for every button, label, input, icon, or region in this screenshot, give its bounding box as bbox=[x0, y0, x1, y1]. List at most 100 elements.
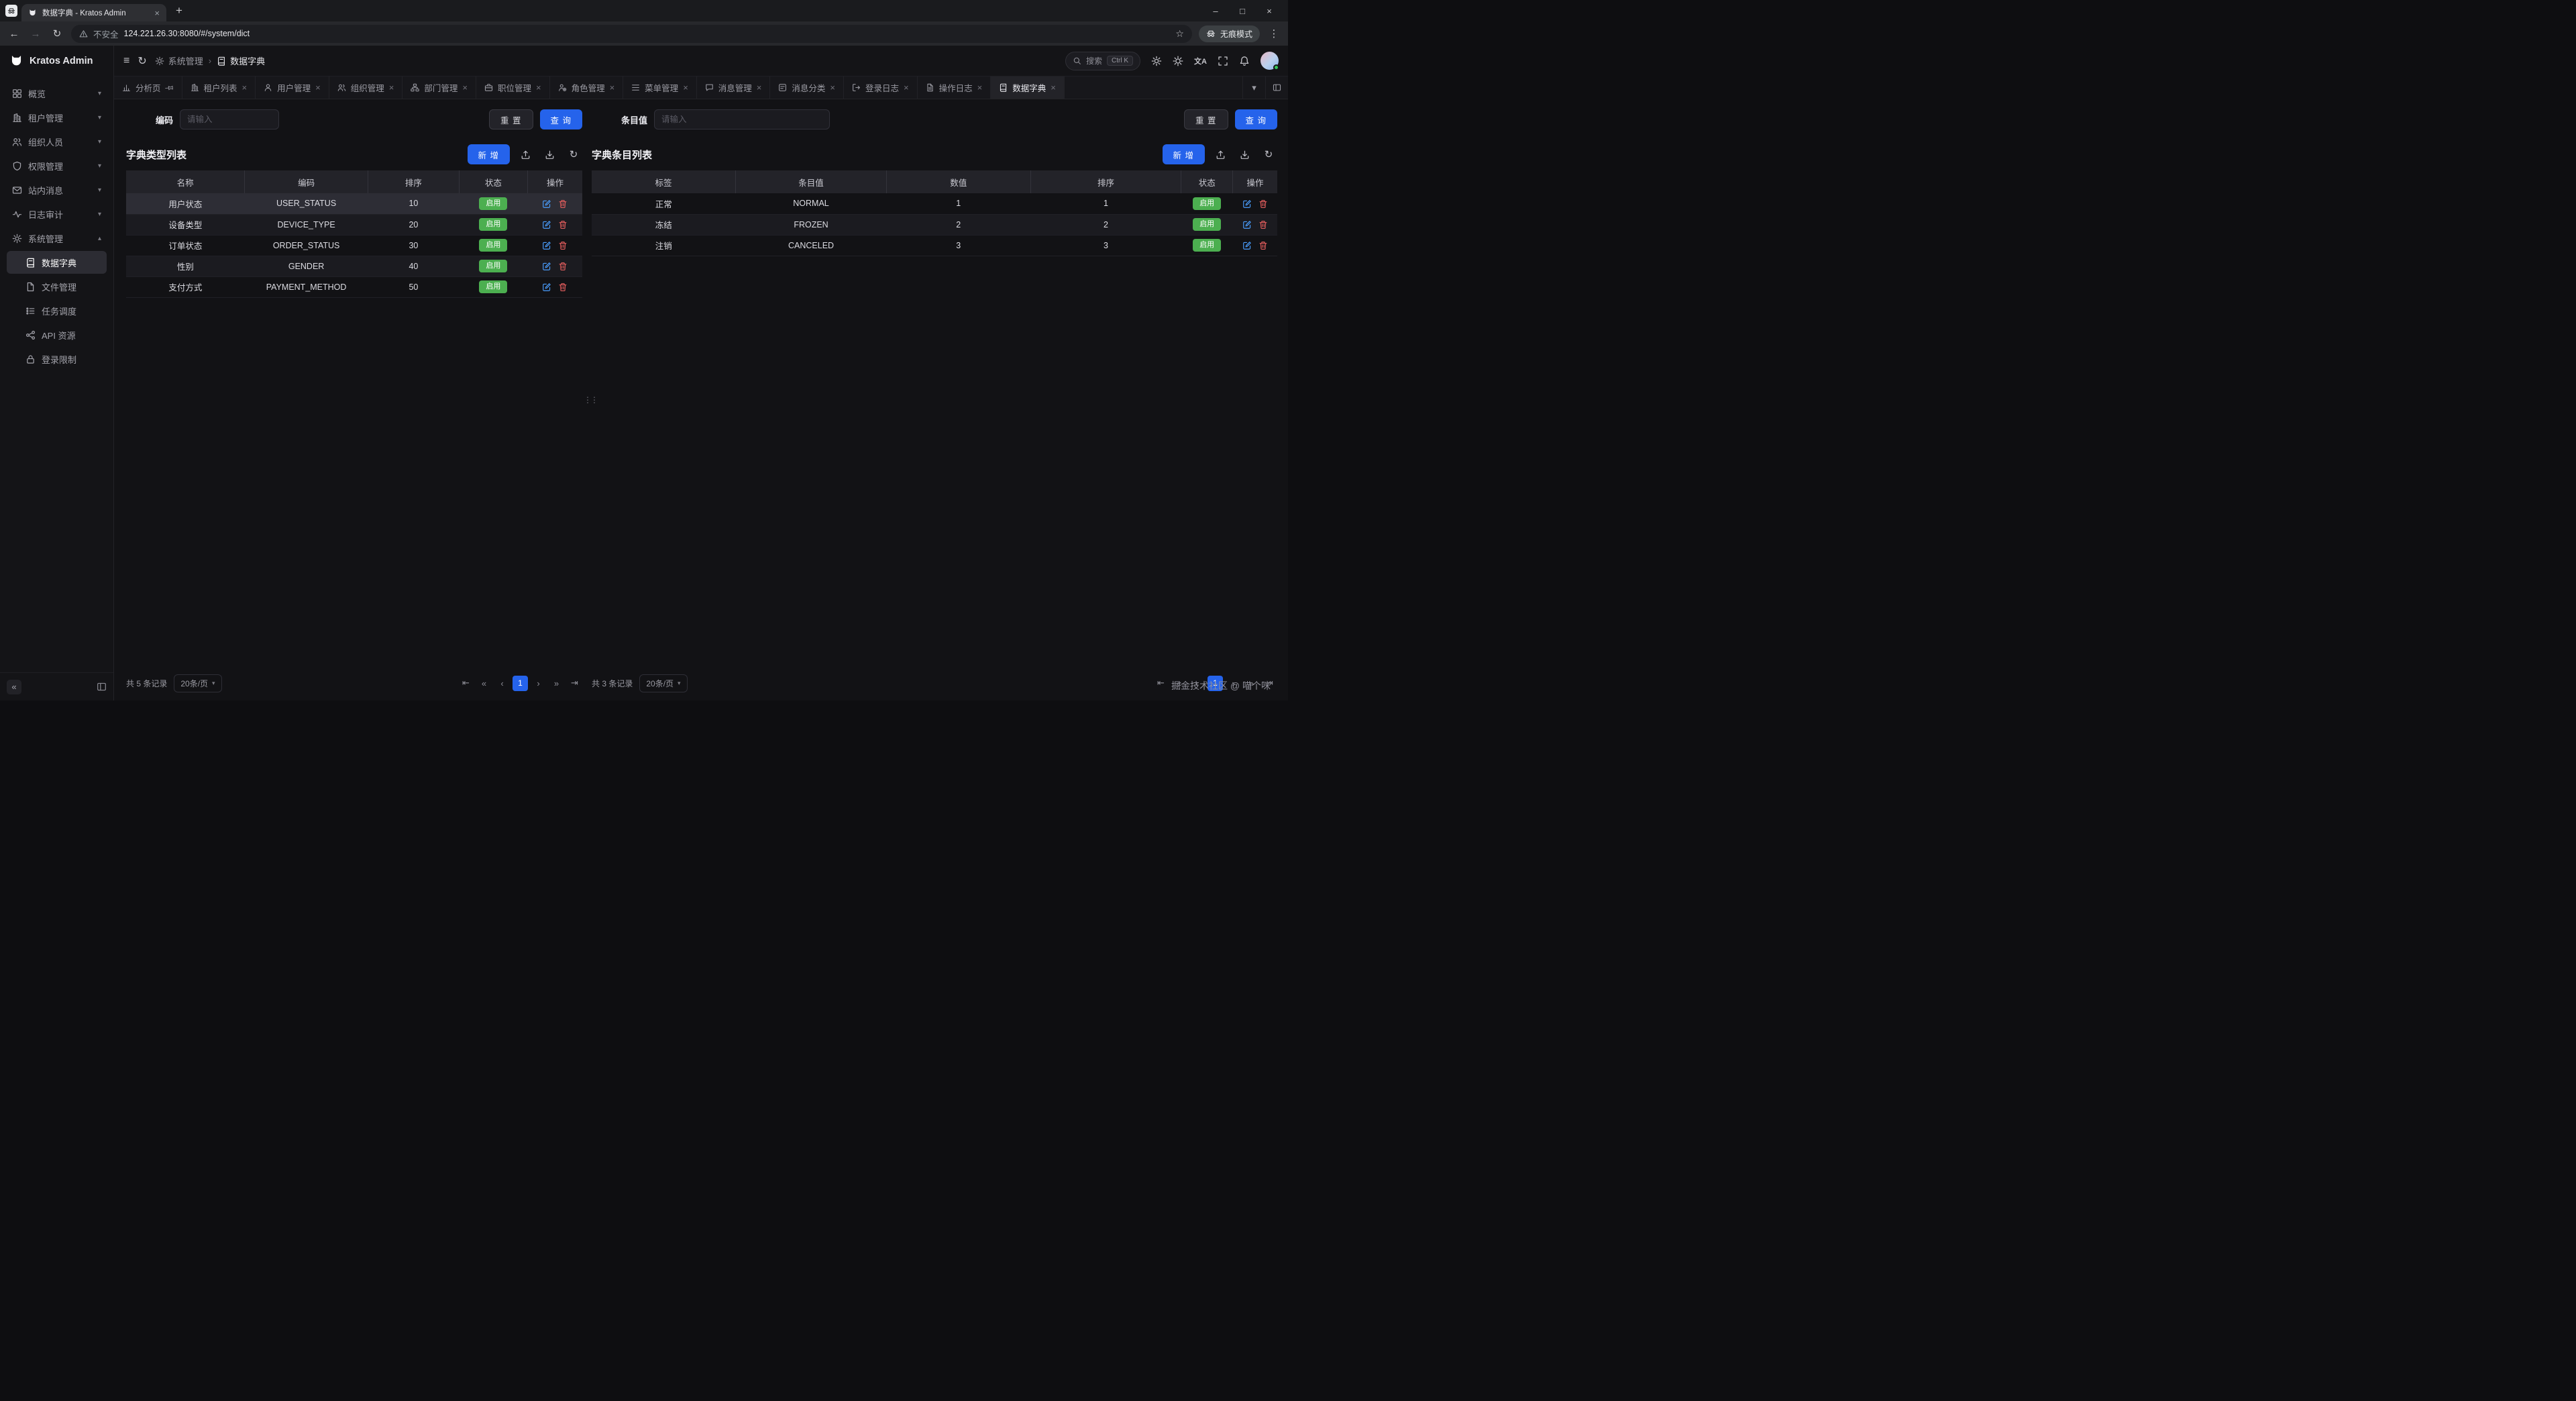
add-button[interactable]: 新 增 bbox=[1162, 144, 1205, 164]
edit-icon[interactable] bbox=[542, 262, 551, 271]
browser-tab[interactable]: 数据字典 - Kratos Admin × bbox=[21, 4, 166, 21]
tab-close-icon[interactable]: × bbox=[1051, 83, 1056, 93]
last-page-button[interactable]: ⇥ bbox=[1266, 678, 1273, 688]
next-5-pages-button[interactable]: » bbox=[1248, 678, 1254, 688]
page-tab[interactable]: 部门管理 × bbox=[402, 76, 476, 99]
prev-page-button[interactable]: ‹ bbox=[1195, 678, 1199, 688]
edit-icon[interactable] bbox=[1242, 220, 1252, 229]
delete-icon[interactable] bbox=[558, 199, 568, 209]
settings-icon[interactable] bbox=[1151, 56, 1162, 66]
edit-icon[interactable] bbox=[1242, 241, 1252, 250]
sidebar-item[interactable]: 站内消息 ▾ bbox=[7, 178, 107, 201]
delete-icon[interactable] bbox=[558, 241, 568, 250]
import-icon[interactable] bbox=[1212, 146, 1229, 163]
delete-icon[interactable] bbox=[558, 262, 568, 271]
page-tab[interactable]: 职位管理 × bbox=[476, 76, 550, 99]
sidebar-item[interactable]: 概览 ▾ bbox=[7, 82, 107, 105]
export-icon[interactable] bbox=[541, 146, 558, 163]
url-text[interactable]: 124.221.26.30:8080/#/system/dict bbox=[123, 29, 250, 38]
menu-toggle-icon[interactable]: ≡ bbox=[123, 54, 130, 66]
tab-close-icon[interactable]: × bbox=[462, 83, 468, 93]
new-tab-button[interactable]: + bbox=[176, 4, 182, 17]
reset-button[interactable]: 重 置 bbox=[489, 109, 533, 129]
sidebar-subitem[interactable]: 数据字典 bbox=[7, 251, 107, 274]
prev-5-pages-button[interactable]: « bbox=[1176, 678, 1182, 688]
next-page-button[interactable]: › bbox=[537, 678, 540, 688]
address-bar[interactable]: 不安全 124.221.26.30:8080/#/system/dict ☆ bbox=[71, 24, 1192, 43]
page-tab[interactable]: 数据字典 × bbox=[991, 76, 1065, 99]
current-page-button[interactable]: 1 bbox=[1208, 675, 1223, 691]
breadcrumb-item[interactable]: 数据字典 bbox=[217, 54, 265, 67]
tab-close-icon[interactable]: × bbox=[535, 83, 541, 93]
back-button[interactable]: ← bbox=[9, 28, 19, 40]
page-tab[interactable]: 消息分类 × bbox=[770, 76, 844, 99]
sidebar-item[interactable]: 系统管理 ▴ bbox=[7, 227, 107, 250]
tab-close-icon[interactable]: × bbox=[977, 83, 983, 93]
delete-icon[interactable] bbox=[558, 220, 568, 229]
next-5-pages-button[interactable]: » bbox=[553, 678, 559, 688]
tab-close-icon[interactable]: × bbox=[904, 83, 909, 93]
edit-icon[interactable] bbox=[542, 199, 551, 209]
table-row[interactable]: 订单状态 ORDER_STATUS 30 启用 bbox=[126, 235, 582, 256]
last-page-button[interactable]: ⇥ bbox=[571, 678, 578, 688]
code-filter-input[interactable] bbox=[180, 109, 280, 129]
prev-5-pages-button[interactable]: « bbox=[481, 678, 487, 688]
tab-close-icon[interactable]: × bbox=[609, 83, 615, 93]
table-row[interactable]: 正常 NORMAL 1 1 启用 bbox=[592, 193, 1277, 215]
refresh-page-icon[interactable]: ↻ bbox=[138, 55, 147, 67]
page-tab[interactable]: 操作日志 × bbox=[918, 76, 991, 99]
tab-close-icon[interactable]: × bbox=[683, 83, 688, 93]
prev-page-button[interactable]: ‹ bbox=[500, 678, 504, 688]
tabs-panel-icon[interactable] bbox=[1265, 76, 1288, 99]
table-row[interactable]: 设备类型 DEVICE_TYPE 20 启用 bbox=[126, 214, 582, 236]
reload-button[interactable]: ↻ bbox=[52, 28, 62, 40]
maximize-button[interactable]: □ bbox=[1240, 5, 1245, 16]
tab-close-icon[interactable]: × bbox=[388, 83, 394, 93]
page-tab[interactable]: 租户列表 × bbox=[182, 76, 256, 99]
edit-icon[interactable] bbox=[542, 241, 551, 250]
table-row[interactable]: 性别 GENDER 40 启用 bbox=[126, 256, 582, 277]
page-size-select[interactable]: 20条/页 ▾ bbox=[639, 674, 688, 692]
sidebar-item[interactable]: 租户管理 ▾ bbox=[7, 106, 107, 129]
notifications-bell-icon[interactable] bbox=[1239, 56, 1250, 66]
panel-resize-handle[interactable]: ⋮⋮ bbox=[584, 395, 598, 405]
page-size-select[interactable]: 20条/页 ▾ bbox=[174, 674, 222, 692]
table-row[interactable]: 冻结 FROZEN 2 2 启用 bbox=[592, 214, 1277, 236]
query-button[interactable]: 查 询 bbox=[539, 109, 582, 129]
table-refresh-icon[interactable]: ↻ bbox=[569, 149, 578, 160]
sidebar-item[interactable]: 组织人员 ▾ bbox=[7, 130, 107, 153]
edit-icon[interactable] bbox=[542, 282, 551, 292]
fullscreen-icon[interactable] bbox=[1218, 56, 1228, 66]
delete-icon[interactable] bbox=[558, 282, 568, 292]
close-button[interactable]: × bbox=[1267, 5, 1272, 16]
user-avatar[interactable] bbox=[1260, 52, 1279, 70]
current-page-button[interactable]: 1 bbox=[513, 675, 528, 691]
sidebar-collapse-button[interactable]: « bbox=[7, 679, 21, 694]
page-tab[interactable]: 用户管理 × bbox=[256, 76, 329, 99]
tab-close-icon[interactable]: × bbox=[241, 83, 248, 93]
value-filter-input[interactable] bbox=[654, 109, 830, 129]
import-icon[interactable] bbox=[517, 146, 534, 163]
sidebar-item[interactable]: 权限管理 ▾ bbox=[7, 154, 107, 177]
query-button[interactable]: 查 询 bbox=[1234, 109, 1277, 129]
first-page-button[interactable]: ⇤ bbox=[462, 678, 470, 688]
sidebar-subitem[interactable]: 任务调度 bbox=[7, 299, 107, 322]
page-tab[interactable]: 登录日志 × bbox=[844, 76, 918, 99]
page-tab[interactable]: 分析页 bbox=[114, 76, 182, 99]
breadcrumb-item[interactable]: 系统管理 bbox=[155, 54, 203, 67]
tab-close-icon[interactable]: × bbox=[756, 83, 762, 93]
minimize-button[interactable]: – bbox=[1213, 5, 1218, 16]
page-tab[interactable]: 组织管理 × bbox=[329, 76, 403, 99]
add-button[interactable]: 新 增 bbox=[467, 144, 510, 164]
delete-icon[interactable] bbox=[1258, 241, 1268, 250]
delete-icon[interactable] bbox=[1258, 220, 1268, 229]
page-tab[interactable]: 菜单管理 × bbox=[623, 76, 697, 99]
table-row[interactable]: 注销 CANCELED 3 3 启用 bbox=[592, 235, 1277, 256]
tab-close-icon[interactable]: × bbox=[154, 7, 160, 18]
sidebar-item[interactable]: 日志审计 ▾ bbox=[7, 203, 107, 225]
language-icon[interactable]: 文A bbox=[1194, 57, 1207, 66]
edit-icon[interactable] bbox=[542, 220, 551, 229]
sidebar-toggle-icon[interactable] bbox=[97, 682, 107, 692]
page-tab[interactable]: 角色管理 × bbox=[550, 76, 624, 99]
tabs-dropdown-icon[interactable]: ▾ bbox=[1242, 76, 1265, 99]
